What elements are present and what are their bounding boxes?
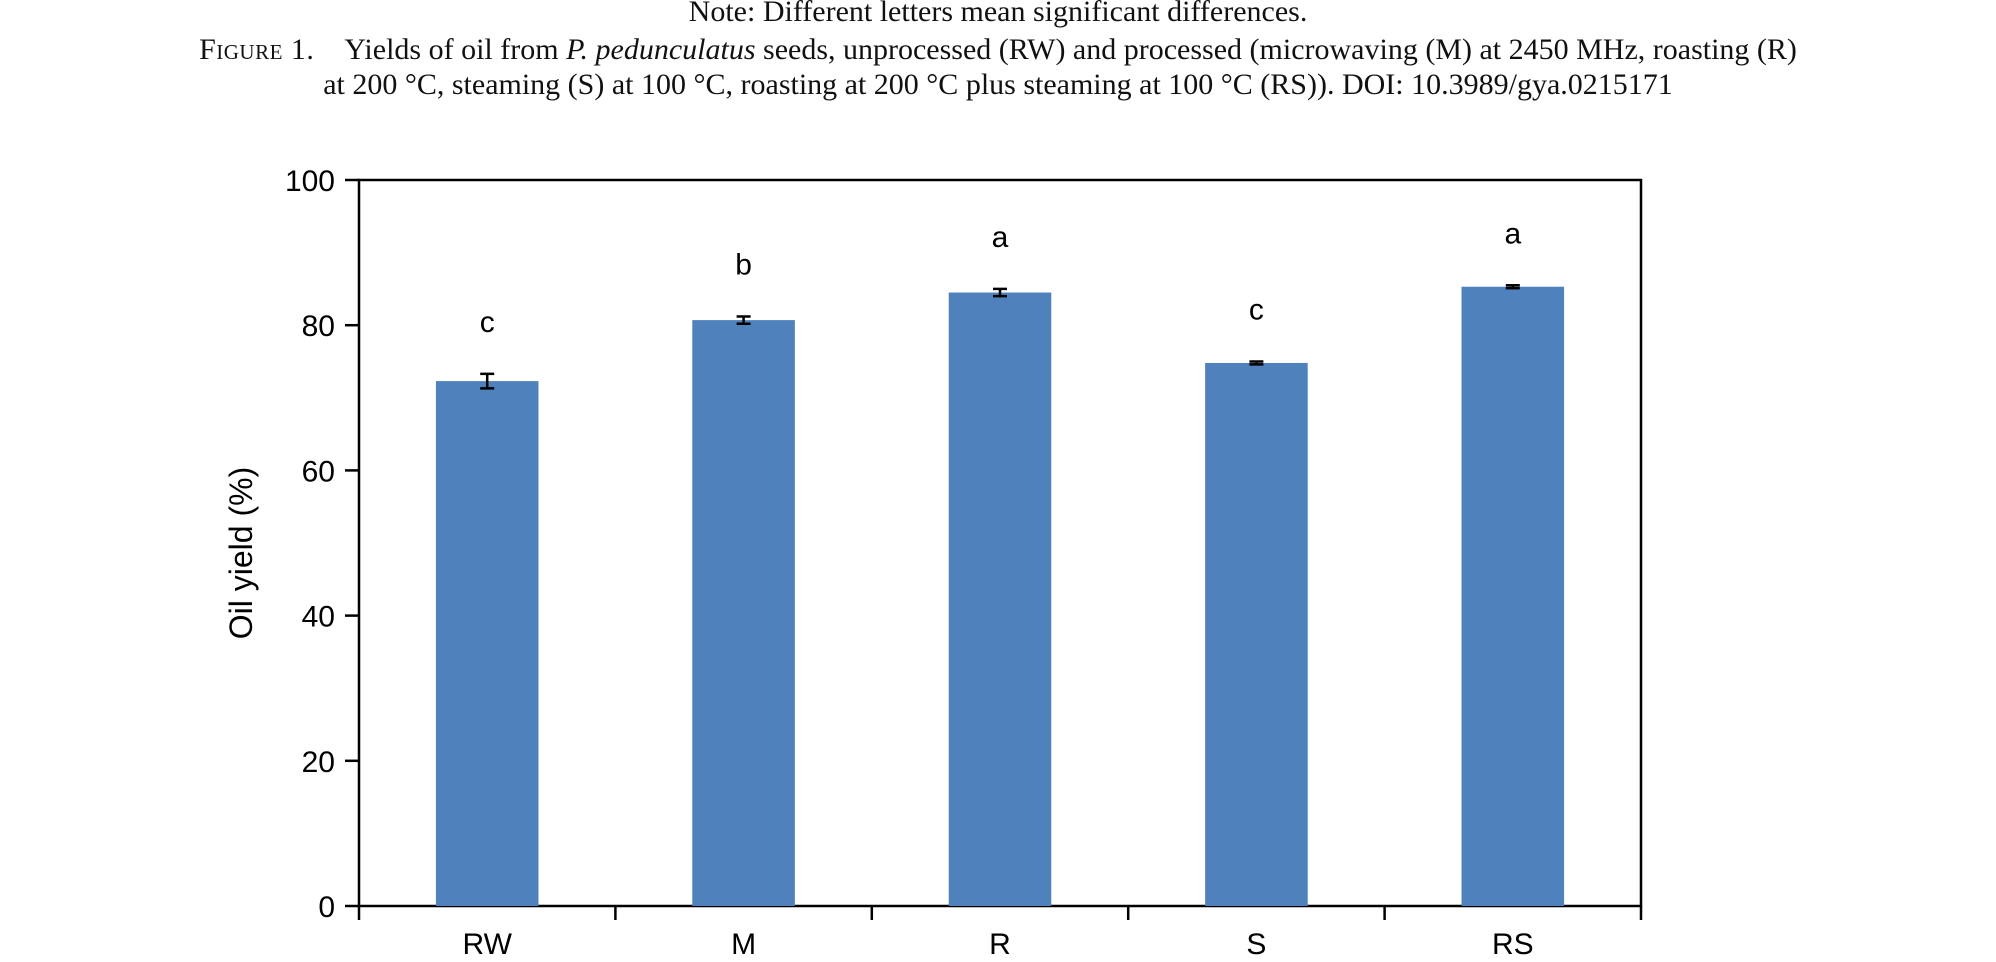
y-tick-label: 100: [285, 165, 335, 198]
x-tick-label: RW: [462, 928, 512, 961]
y-axis-label: Oil yield (%): [223, 467, 259, 639]
bar: [948, 292, 1052, 906]
caption-species: P. pedunculatus: [566, 33, 756, 66]
y-tick-label: 80: [302, 310, 335, 343]
y-axis: 0 20 40 60 80 100: [285, 165, 359, 924]
bar: [435, 381, 539, 906]
y-tick-label: 0: [318, 891, 335, 924]
caption-line-2: at 200 °C, steaming (S) at 100 °C, roast…: [323, 68, 1673, 101]
bar: [1205, 362, 1308, 906]
significance-letter: c: [1249, 294, 1264, 327]
bars: c b a c a: [435, 217, 1565, 906]
x-tick-label: R: [989, 928, 1011, 961]
x-axis: RW M R S RS: [357, 906, 1643, 961]
y-tick-label: 20: [302, 746, 335, 779]
significance-letter: c: [480, 306, 495, 339]
caption-text-post: seeds, unprocessed (RW) and processed (m…: [755, 33, 1797, 66]
bar: [692, 320, 795, 906]
bar: [1461, 286, 1565, 906]
significance-letter: a: [992, 221, 1009, 254]
x-tick-label: S: [1246, 928, 1266, 961]
y-tick-label: 40: [302, 601, 335, 634]
figure-label: Figure 1.: [199, 33, 315, 66]
significance-letter: b: [735, 248, 752, 281]
figure-caption: Figure 1. Yields of oil from P. peduncul…: [0, 32, 1996, 102]
y-tick-label: 60: [302, 455, 335, 488]
x-tick-label: M: [731, 928, 756, 961]
x-tick-label: RS: [1492, 928, 1534, 961]
caption-text-pre: Yields of oil from: [344, 33, 567, 66]
caption-line-1: Figure 1. Yields of oil from P. peduncul…: [0, 32, 1996, 67]
significance-letter: a: [1504, 217, 1521, 250]
figure-note: Note: Different letters mean significant…: [688, 0, 1308, 28]
